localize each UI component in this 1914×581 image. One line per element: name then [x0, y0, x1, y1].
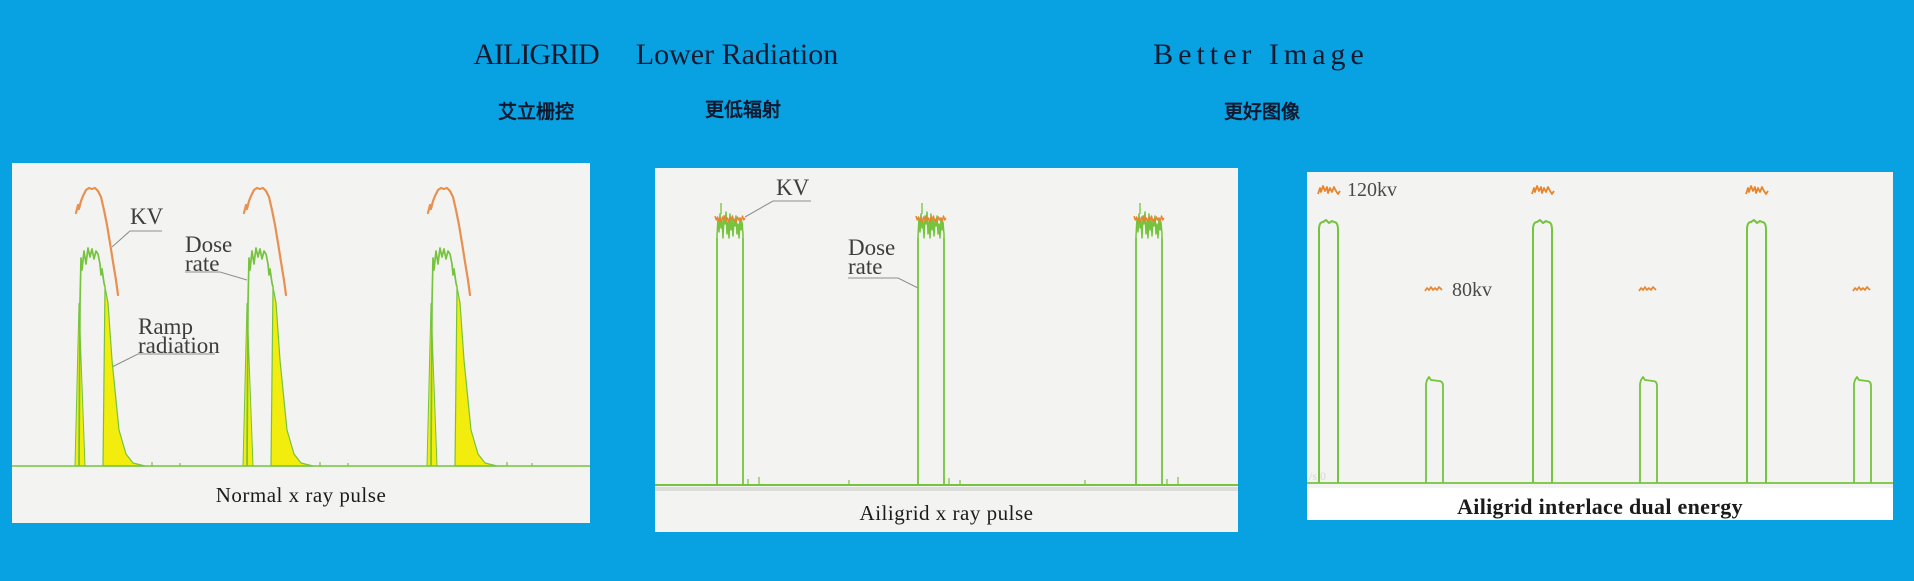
banner-title-2: Better Image [1153, 38, 1369, 71]
interlace-dual-energy-chart: /s 0 [1307, 185, 1893, 520]
banner-title-0: AILIGRID [473, 38, 599, 71]
series-label-dose-rate: Dose rate [185, 232, 233, 276]
series-label-ramp-radiation: Ramp radiation [138, 314, 220, 358]
ailigrid-pulse-chart [655, 200, 1238, 491]
panel-normal-x-ray-pulse: Normal x ray pulse KV Dose rate Ramp radia… [12, 163, 590, 523]
chart-caption-interlace: Ailigrid interlace dual energy [1457, 494, 1743, 519]
chart-caption-ailigrid: Ailigrid x ray pulse [859, 501, 1034, 525]
chart-caption-normal: Normal x ray pulse [215, 483, 387, 507]
series-label-120kv: 120kv [1347, 179, 1397, 201]
series-label-kv: KV [130, 204, 164, 229]
banner-subtitle-2: 更好图像 [1223, 101, 1301, 123]
series-label-80kv: 80kv [1452, 279, 1492, 301]
scope-axis-remnant-text: /s 0 [1309, 469, 1326, 483]
panel-interlace-dual-energy: /s 0 Ailigrid interlace dual energy 120k… [1307, 172, 1893, 520]
banner-subtitle-0: 艾立栅控 [497, 101, 575, 123]
panel-ailigrid-x-ray-pulse: Ailigrid x ray pulse KV Dose rate [655, 168, 1238, 532]
banner-subtitle-1: 更低辐射 [704, 99, 782, 121]
series-label-kv: KV [776, 175, 810, 200]
normal-pulse-chart [12, 186, 590, 467]
series-label-dose-rate: Dose rate [848, 235, 896, 279]
banner-title-1: Lower Radiation [635, 38, 839, 71]
